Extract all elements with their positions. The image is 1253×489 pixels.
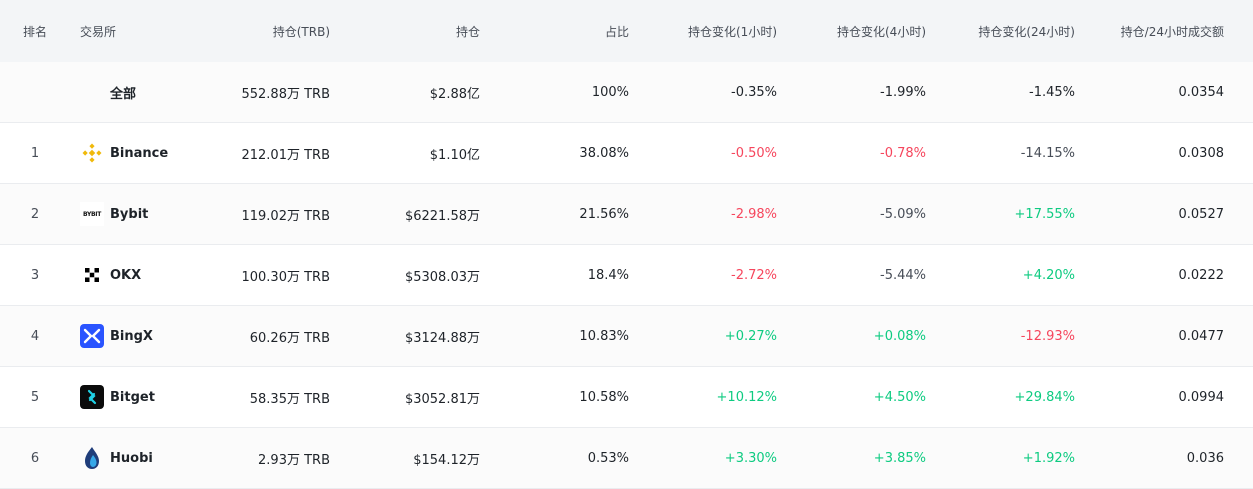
exchange-name[interactable]: Binance	[110, 145, 169, 161]
oi-trb-cell: 58.35万 TRB	[249, 391, 330, 407]
exchange-name[interactable]: Huobi	[110, 450, 153, 466]
oi-cell: $154.12万	[413, 452, 480, 468]
change-24h-cell: -12.93%	[1020, 328, 1075, 344]
change-4h-cell: +3.85%	[873, 450, 926, 466]
change-24h-cell: +17.55%	[1014, 206, 1075, 222]
table-row[interactable]: 1 Binance 212.01万 TRB $1.10亿 38.08% -0.5…	[0, 123, 1253, 184]
header-oi[interactable]: 持仓	[455, 24, 480, 39]
change-4h-cell: -0.78%	[880, 145, 926, 161]
change-1h-cell: +0.27%	[724, 328, 777, 344]
bingx-icon	[80, 324, 104, 348]
header-rank[interactable]: 排名	[22, 24, 47, 39]
oi-cell: $2.88亿	[429, 86, 480, 102]
ratio-cell: 0.0527	[1178, 206, 1225, 222]
change-24h-cell: +4.20%	[1022, 267, 1075, 283]
share-cell: 21.56%	[579, 206, 629, 222]
table-row[interactable]: 3 OKX 100.30万 TRB $5308.03万 18.4% -2.7	[0, 245, 1253, 306]
table-row[interactable]: 6 Huobi 2.93万 TRB $154.12万 0.53% +3.30% …	[0, 428, 1253, 489]
change-24h-cell: +29.84%	[1014, 389, 1075, 405]
header-share[interactable]: 占比	[604, 24, 629, 39]
exchange-cell: Binance	[70, 141, 180, 165]
huobi-icon	[80, 446, 104, 470]
table-row-total: 全部 552.88万 TRB $2.88亿 100% -0.35% -1.99%…	[0, 62, 1253, 123]
exchange-name[interactable]: OKX	[110, 267, 142, 283]
change-4h-cell: +0.08%	[873, 328, 926, 344]
exchange-cell: OKX	[70, 263, 180, 287]
ratio-cell: 0.036	[1186, 450, 1224, 466]
bybit-logo-text: BYBIT	[83, 210, 101, 218]
change-1h-cell: +10.12%	[716, 389, 777, 405]
rank-cell: 4	[30, 328, 40, 344]
change-1h-cell: +3.30%	[724, 450, 777, 466]
exchange-name[interactable]: BingX	[110, 328, 153, 344]
change-1h-cell: -0.50%	[731, 145, 777, 161]
exchange-cell: Huobi	[70, 446, 180, 470]
exchange-cell: BYBIT Bybit	[70, 202, 180, 226]
exchange-cell: BingX	[70, 324, 180, 348]
oi-trb-cell: 212.01万 TRB	[241, 147, 330, 163]
change-1h-cell: -2.98%	[731, 206, 777, 222]
rank-cell: 5	[30, 389, 40, 405]
ratio-cell: 0.0477	[1178, 328, 1225, 344]
change-4h-cell: -1.99%	[880, 84, 926, 100]
share-cell: 18.4%	[587, 267, 629, 283]
table-row[interactable]: 5 Bitget 58.35万 TRB $3052.81万 10.58% +10…	[0, 367, 1253, 428]
exchange-name[interactable]: Bitget	[110, 389, 155, 405]
change-4h-cell: -5.09%	[880, 206, 926, 222]
header-oi-trb[interactable]: 持仓(TRB)	[272, 24, 330, 39]
change-24h-cell: -1.45%	[1029, 84, 1075, 100]
ratio-cell: 0.0354	[1178, 84, 1225, 100]
oi-trb-cell: 552.88万 TRB	[241, 86, 330, 102]
oi-cell: $5308.03万	[404, 269, 480, 285]
bybit-icon: BYBIT	[80, 202, 104, 226]
ratio-cell: 0.0308	[1178, 145, 1225, 161]
share-cell: 10.58%	[579, 389, 629, 405]
table-row[interactable]: 4 BingX 60.26万 TRB $3124.88万 10.83% +0.2…	[0, 306, 1253, 367]
rank-cell: 1	[30, 145, 40, 161]
table-header: 排名 交易所 持仓(TRB) 持仓 占比 持仓变化(1小时) 持仓变化(4小时)…	[0, 0, 1253, 62]
oi-cell: $3124.88万	[404, 330, 480, 346]
change-1h-cell: -0.35%	[731, 84, 777, 100]
okx-icon	[80, 263, 104, 287]
oi-trb-cell: 60.26万 TRB	[249, 330, 330, 346]
exchange-name: 全部	[110, 86, 137, 102]
share-cell: 10.83%	[579, 328, 629, 344]
bitget-icon	[80, 385, 104, 409]
oi-cell: $1.10亿	[429, 147, 480, 163]
header-change-4h[interactable]: 持仓变化(4小时)	[837, 24, 926, 39]
oi-trb-cell: 119.02万 TRB	[241, 208, 330, 224]
header-change-1h[interactable]: 持仓变化(1小时)	[688, 24, 777, 39]
header-oi-volume-ratio[interactable]: 持仓/24小时成交额	[1120, 24, 1224, 39]
oi-trb-cell: 100.30万 TRB	[241, 269, 330, 285]
binance-icon	[80, 141, 104, 165]
change-24h-cell: +1.92%	[1022, 450, 1075, 466]
change-4h-cell: -5.44%	[880, 267, 926, 283]
rank-cell: 6	[30, 450, 40, 466]
rank-cell: 2	[30, 206, 40, 222]
exchange-name[interactable]: Bybit	[110, 206, 149, 222]
table-row[interactable]: 2 BYBIT Bybit 119.02万 TRB $6221.58万 21.5…	[0, 184, 1253, 245]
change-1h-cell: -2.72%	[731, 267, 777, 283]
oi-trb-cell: 2.93万 TRB	[258, 452, 330, 468]
exchange-cell: Bitget	[70, 385, 180, 409]
change-4h-cell: +4.50%	[873, 389, 926, 405]
change-24h-cell: -14.15%	[1020, 145, 1075, 161]
share-cell: 0.53%	[587, 450, 629, 466]
share-cell: 38.08%	[579, 145, 629, 161]
oi-cell: $3052.81万	[404, 391, 480, 407]
ratio-cell: 0.0994	[1178, 389, 1225, 405]
oi-cell: $6221.58万	[404, 208, 480, 224]
header-exchange[interactable]: 交易所	[80, 24, 117, 39]
rank-cell: 3	[30, 267, 40, 283]
ratio-cell: 0.0222	[1178, 267, 1225, 283]
header-change-24h[interactable]: 持仓变化(24小时)	[978, 24, 1075, 39]
share-cell: 100%	[591, 84, 629, 100]
